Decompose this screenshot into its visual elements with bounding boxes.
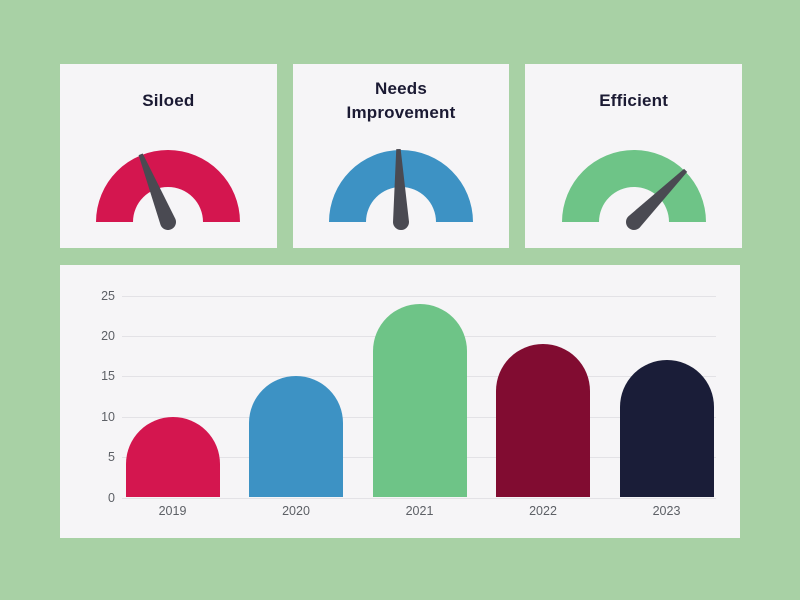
gridline	[122, 295, 716, 297]
gauge-title-wrap: Needs Improvement	[326, 64, 476, 138]
gauge-needle-icon	[138, 153, 177, 230]
bar-2022	[496, 343, 590, 498]
gauge-card-needs-improvement: Needs Improvement	[292, 64, 510, 248]
gauge-title-wrap: Siloed	[142, 64, 194, 138]
gauge-needle-icon	[625, 168, 687, 230]
gauge-title-efficient: Efficient	[599, 91, 669, 111]
x-tick-label: 2023	[652, 504, 681, 518]
gauge-needle-icon	[393, 148, 409, 230]
y-tick-label: 25	[101, 288, 115, 303]
gauge-card-efficient: Efficient	[525, 64, 743, 248]
x-tick-label: 2020	[282, 504, 310, 518]
gauge-card-siloed: Siloed	[60, 64, 277, 248]
y-tick-label: 10	[101, 409, 115, 424]
gauge-row: Siloed Needs Improvement Efficient	[60, 64, 743, 248]
y-tick-label: 20	[101, 328, 115, 343]
y-tick-label: 15	[101, 369, 115, 384]
bar-2020	[249, 376, 343, 498]
y-tick-label: 0	[108, 490, 115, 505]
x-tick-label: 2019	[158, 504, 187, 518]
gauge-arc	[96, 150, 241, 222]
bar-2021	[372, 303, 467, 498]
gauge-title-wrap: Efficient	[599, 64, 668, 138]
gauge-title-siloed: Siloed	[142, 91, 195, 111]
gauge-dial-needs-improvement	[329, 148, 473, 230]
bar-chart-plot: 0 5 10 15 20 25 2019 2020 2021 2022 2023	[60, 265, 740, 538]
gauge-dial-siloed	[96, 150, 241, 230]
gauge-title-needs-improvement: Needs Improvement	[346, 79, 456, 122]
x-tick-label: 2021	[405, 504, 434, 518]
gauge-dial-efficient	[561, 150, 706, 230]
gridline	[122, 497, 716, 499]
x-tick-label: 2022	[529, 504, 557, 518]
y-tick-label: 5	[108, 450, 115, 465]
bar-chart-panel: 0 5 10 15 20 25 2019 2020 2021 2022 2023	[60, 265, 740, 538]
gauge-arc	[561, 150, 706, 222]
bar-2019	[125, 416, 220, 498]
bar-2023	[619, 360, 714, 498]
